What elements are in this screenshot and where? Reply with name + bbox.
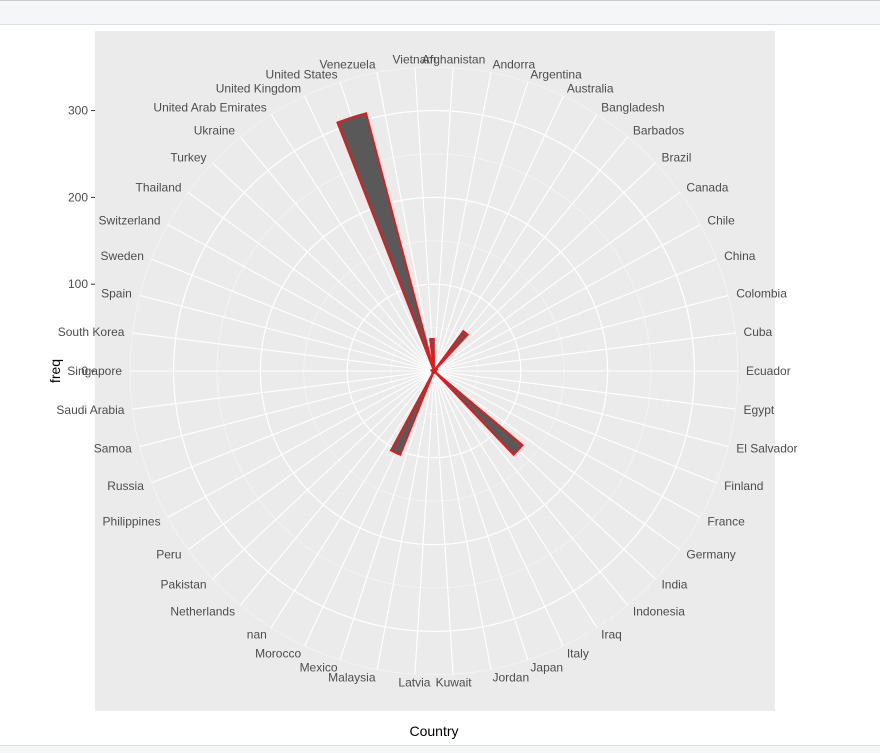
category-label: Morocco xyxy=(255,646,301,660)
y-tick-label: 0 xyxy=(81,364,88,378)
category-label: Argentina xyxy=(530,67,582,81)
category-label: Peru xyxy=(156,547,181,561)
category-label: Colombia xyxy=(736,286,787,300)
category-label: South Korea xyxy=(58,325,125,339)
category-label: Saudi Arabia xyxy=(56,403,124,417)
y-tick-label: 200 xyxy=(68,190,88,204)
category-label: Spain xyxy=(101,286,132,300)
category-label: Barbados xyxy=(633,124,684,138)
category-label: Iraq xyxy=(601,627,622,641)
category-label: Latvia xyxy=(398,675,430,689)
category-label: Bangladesh xyxy=(601,101,664,115)
category-label: El Salvador xyxy=(736,442,797,456)
category-label: Kuwait xyxy=(436,675,473,689)
category-label: United Kingdom xyxy=(216,82,301,96)
category-label: Cuba xyxy=(744,325,773,339)
y-tick-label: 300 xyxy=(68,104,88,118)
category-label: Samoa xyxy=(94,442,132,456)
y-tick-label: 100 xyxy=(68,277,88,291)
category-label: Russia xyxy=(107,479,144,493)
category-label: Australia xyxy=(567,82,614,96)
category-label: Ecuador xyxy=(746,364,791,378)
category-label: nan xyxy=(247,627,267,641)
category-label: Finland xyxy=(724,479,763,493)
category-label: China xyxy=(724,249,756,263)
category-label: Italy xyxy=(567,646,589,660)
category-label: Germany xyxy=(686,547,735,561)
category-label: Switzerland xyxy=(99,214,161,228)
category-label: Thailand xyxy=(136,181,182,195)
category-label: Sweden xyxy=(101,249,144,263)
category-label: Vietnam xyxy=(393,53,437,67)
category-label: Egypt xyxy=(744,403,775,417)
category-label: United Arab Emirates xyxy=(153,101,266,115)
category-label: Ukraine xyxy=(194,124,236,138)
x-axis-title: Country xyxy=(409,723,458,739)
category-label: Netherlands xyxy=(170,604,235,618)
category-label: Philippines xyxy=(103,514,161,528)
category-label: Mexico xyxy=(300,661,338,675)
category-label: Andorra xyxy=(492,58,535,72)
category-label: Indonesia xyxy=(633,604,685,618)
category-label: Jordan xyxy=(492,670,529,684)
category-label: Pakistan xyxy=(161,578,207,592)
category-label: Japan xyxy=(530,661,563,675)
category-label: Canada xyxy=(686,181,728,195)
y-axis-title: freq xyxy=(47,359,63,383)
category-label: Chile xyxy=(707,214,735,228)
category-label: Venezuela xyxy=(319,58,375,72)
category-label: Brazil xyxy=(661,150,691,164)
category-label: India xyxy=(661,578,687,592)
category-label: Turkey xyxy=(170,150,206,164)
category-label: France xyxy=(707,514,745,528)
